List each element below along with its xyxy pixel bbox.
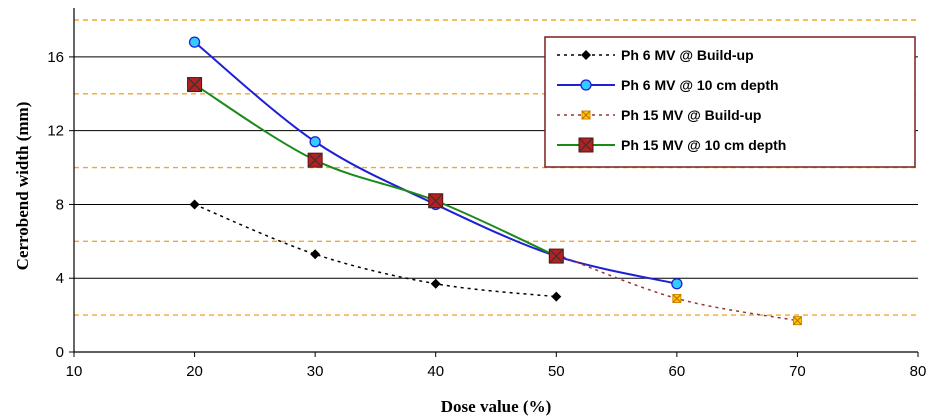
y-tick-label: 8 (56, 196, 64, 213)
x-tick-label: 40 (427, 363, 444, 380)
legend-marker-4 (578, 137, 594, 153)
marker-cross (428, 193, 444, 209)
data-point-series-2 (671, 278, 683, 290)
x-axis-title: Dose value (%) (441, 397, 551, 416)
marker-cross (187, 77, 202, 92)
y-tick-label: 12 (47, 123, 64, 140)
y-tick-label: 16 (47, 49, 64, 66)
legend-marker-1 (581, 50, 591, 60)
x-tick-label: 20 (186, 363, 203, 380)
x-tick-label: 10 (66, 363, 83, 380)
data-point-series-1 (189, 199, 200, 210)
legend-marker-3 (581, 110, 591, 120)
marker-cross (578, 137, 594, 153)
x-tick-label: 50 (548, 363, 565, 380)
y-tick-label: 0 (56, 344, 64, 361)
legend-label-3: Ph 15 MV @ Build-up (621, 107, 761, 123)
data-point-series-3 (792, 316, 802, 326)
axes (69, 8, 919, 357)
data-point-series-1 (430, 278, 441, 289)
data-point-series-3 (672, 294, 682, 304)
data-point-series-1 (551, 291, 562, 302)
legend-marker-2 (580, 79, 592, 91)
data-point-series-2 (188, 36, 201, 48)
marker-cross (581, 110, 591, 120)
x-tick-label: 70 (789, 363, 806, 380)
legend-label-4: Ph 15 MV @ 10 cm depth (621, 137, 786, 153)
data-point-series-1 (310, 249, 321, 260)
x-tick-label: 60 (669, 363, 686, 380)
data-point-series-2 (309, 136, 321, 148)
tick-labels: 10 20 30 40 50 60 70 80 0 4 8 12 16 (47, 49, 926, 380)
legend-label-1: Ph 6 MV @ Build-up (621, 47, 754, 63)
marker-cross (307, 152, 323, 168)
data-point-series-4 (187, 77, 203, 93)
x-tick-label: 30 (307, 363, 324, 380)
legend: Ph 6 MV @ Build-up Ph 6 MV @ 10 cm depth P… (544, 36, 916, 168)
series-markers (187, 36, 802, 326)
y-axis-title: Cerrobend width (mm) (13, 102, 32, 271)
data-point-series-4 (548, 248, 564, 264)
data-point-series-4 (307, 152, 323, 168)
marker-cross (793, 316, 802, 326)
marker-cross (672, 294, 682, 303)
series-line-1 (194, 203, 557, 298)
marker-cross (548, 248, 564, 264)
y-tick-label: 4 (56, 270, 64, 287)
data-point-series-4 (428, 193, 444, 209)
series-line-4 (194, 83, 557, 257)
legend-label-2: Ph 6 MV @ 10 cm depth (621, 77, 779, 93)
x-tick-label: 80 (910, 363, 927, 380)
